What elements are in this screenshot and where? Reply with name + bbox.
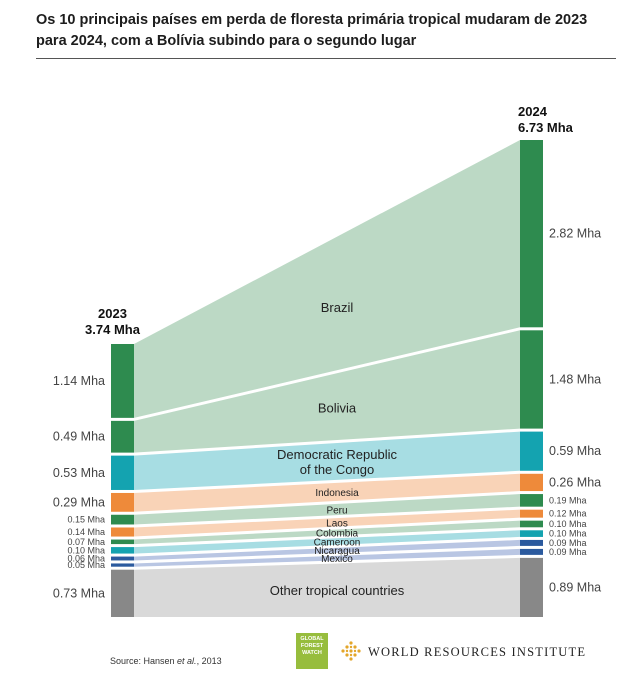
value-label-2023: 0.06 Mha bbox=[67, 554, 105, 564]
band-divider bbox=[133, 527, 521, 547]
value-label-2024: 0.89 Mha bbox=[549, 580, 601, 594]
band-divider bbox=[133, 429, 521, 456]
band-divider bbox=[133, 518, 521, 540]
value-label-2024: 0.09 Mha bbox=[549, 547, 587, 557]
value-label-2024: 0.12 Mha bbox=[549, 509, 587, 519]
column-total-2023: 3.74 Mha bbox=[85, 322, 141, 337]
value-label-2023: 0.73 Mha bbox=[53, 586, 105, 600]
value-label-2024: 2.82 Mha bbox=[549, 227, 601, 241]
bar-2024-democratic-republic-of-the-congo bbox=[520, 431, 543, 471]
country-label-democratic-republic-of-the-congo: Democratic Republic of the Congo bbox=[277, 447, 397, 477]
bar-2024-indonesia bbox=[520, 473, 543, 492]
band-peru bbox=[134, 494, 520, 525]
country-label-laos: Laos bbox=[326, 518, 348, 529]
bar-2024-mexico bbox=[520, 548, 543, 555]
country-label-indonesia: Indonesia bbox=[315, 488, 359, 499]
bar-2024-cameroon bbox=[520, 530, 543, 537]
band-colombia bbox=[134, 520, 520, 545]
band-divider bbox=[133, 327, 521, 421]
column-total-2024: 6.73 Mha bbox=[518, 120, 574, 135]
band-mexico bbox=[134, 548, 520, 567]
bar-2024-colombia bbox=[520, 520, 543, 528]
gfw-logo: GLOBAL FOREST WATCH bbox=[296, 633, 328, 669]
bar-2024-nicaragua bbox=[520, 539, 543, 546]
bar-2023-colombia bbox=[111, 539, 134, 545]
band-divider bbox=[133, 546, 521, 563]
band-brazil bbox=[134, 140, 520, 418]
country-label-bolivia: Bolivia bbox=[318, 401, 357, 416]
bar-2024-brazil bbox=[520, 140, 543, 328]
sankey-bands bbox=[133, 140, 521, 620]
bar-2024-bolivia bbox=[520, 330, 543, 429]
wri-logo-text: WORLD RESOURCES INSTITUTE bbox=[368, 645, 587, 659]
bar-2023-other-tropical-countries bbox=[111, 569, 134, 617]
value-label-2024: 1.48 Mha bbox=[549, 372, 601, 386]
title-divider bbox=[36, 58, 616, 59]
country-label-cameroon: Cameroon bbox=[314, 537, 361, 548]
column-year-2023: 2023 bbox=[98, 306, 127, 321]
bar-2023-indonesia bbox=[111, 492, 134, 512]
bar-2023-nicaragua bbox=[111, 556, 134, 561]
bar-2023-mexico bbox=[111, 563, 134, 567]
value-label-2024: 0.10 Mha bbox=[549, 529, 587, 539]
value-label-2023: 0.07 Mha bbox=[67, 537, 105, 547]
band-nicaragua bbox=[134, 539, 520, 561]
country-label-other-tropical-countries: Other tropical countries bbox=[270, 583, 405, 598]
band-cameroon bbox=[134, 530, 520, 554]
country-label-nicaragua: Nicaragua bbox=[314, 546, 360, 557]
value-label-2024: 0.26 Mha bbox=[549, 475, 601, 489]
band-laos bbox=[134, 509, 520, 537]
value-label-2023: 1.14 Mha bbox=[53, 374, 105, 388]
value-label-2024: 0.10 Mha bbox=[549, 519, 587, 529]
band-divider bbox=[133, 491, 521, 515]
bar-2024-peru bbox=[520, 494, 543, 507]
value-label-2023: 0.15 Mha bbox=[67, 515, 105, 525]
bar-2024-other-tropical-countries bbox=[520, 557, 543, 617]
country-label-mexico: Mexico bbox=[321, 554, 353, 565]
bar-2023-cameroon bbox=[111, 547, 134, 554]
value-label-2024: 0.09 Mha bbox=[549, 538, 587, 548]
sankey-bars bbox=[111, 140, 543, 617]
value-label-2024: 0.19 Mha bbox=[549, 495, 587, 505]
band-other-tropical-countries bbox=[134, 557, 520, 617]
band-indonesia bbox=[134, 473, 520, 512]
value-label-2023: 0.29 Mha bbox=[53, 495, 105, 509]
band-divider bbox=[133, 471, 521, 493]
value-label-2024: 0.59 Mha bbox=[549, 444, 601, 458]
value-label-2023: 0.49 Mha bbox=[53, 430, 105, 444]
country-label-peru: Peru bbox=[326, 505, 347, 516]
bar-2023-laos bbox=[111, 527, 134, 537]
band-divider bbox=[133, 537, 521, 557]
bar-2023-democratic-republic-of-the-congo bbox=[111, 455, 134, 490]
country-label-brazil: Brazil bbox=[321, 300, 354, 315]
source-note: Source: Hansen et al., 2013 bbox=[110, 656, 222, 666]
value-label-2023: 0.10 Mha bbox=[67, 545, 105, 555]
column-year-2024: 2024 bbox=[518, 104, 548, 119]
country-label-colombia: Colombia bbox=[316, 528, 359, 539]
value-label-2023: 0.05 Mha bbox=[67, 560, 105, 570]
bar-2024-laos bbox=[520, 509, 543, 518]
band-democratic-republic-of-the-congo bbox=[134, 431, 520, 490]
bar-2023-peru bbox=[111, 514, 134, 525]
value-label-2023: 0.53 Mha bbox=[53, 466, 105, 480]
bar-2023-bolivia bbox=[111, 420, 134, 453]
band-bolivia bbox=[134, 330, 520, 453]
sankey-labels: 1.14 Mha 2.82 Mha 0.49 Mha 1.48 Mha 0.53 Mha… bbox=[53, 104, 601, 600]
value-label-2023: 0.14 Mha bbox=[67, 527, 105, 537]
band-divider bbox=[133, 507, 521, 527]
bar-2023-brazil bbox=[111, 344, 134, 418]
band-divider bbox=[133, 555, 521, 570]
wri-logo-icon bbox=[341, 641, 361, 661]
chart-title: Os 10 principais países em perda de flor… bbox=[36, 12, 588, 49]
